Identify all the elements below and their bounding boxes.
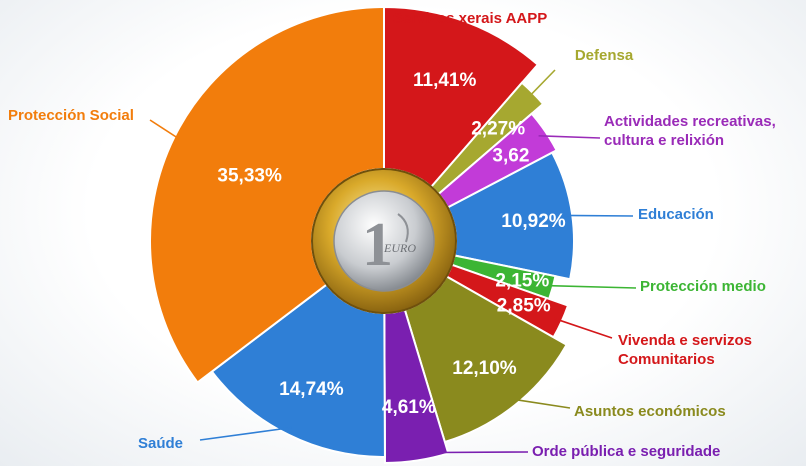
category-label: Educación [638,206,714,223]
svg-text:1: 1 [362,211,393,279]
category-label: Defensa [575,47,634,64]
category-label: Servizos xerais AAPP [393,10,548,27]
leader-line [149,119,183,142]
leader-line [415,451,529,454]
slice-value-label: 12,10% [452,358,517,379]
slice-value-label: 3,62 [492,146,529,167]
category-label: Asuntos económicos [574,403,726,420]
slice-value-label: 2,15% [495,270,549,291]
leader-line [199,426,293,441]
category-label: Orde pública e seguridade [532,443,720,460]
slice-value-label: 14,74% [279,379,344,400]
svg-text:EURO: EURO [383,241,416,255]
category-label: Actividades recreativas, cultura e relixi… [604,113,776,149]
leader-line [526,69,556,100]
slice-value-label: 2,85% [497,296,551,317]
slice-value-label: 11,41% [413,70,476,91]
category-label: Protección Social [8,107,134,124]
slice-value-label: 2,27% [471,118,525,139]
leader-line [544,284,637,289]
category-label: Vivenda e servizos Comunitarios [618,332,752,368]
one-euro-coin-icon: 1 EURO [311,168,457,314]
leader-line [553,317,613,339]
leader-line [538,134,601,139]
leader-line [564,214,634,217]
slice-value-label: 4,61% [382,397,436,418]
slice-value-label: 10,92% [501,211,566,232]
category-label: Saúde [138,435,183,452]
slice-value-label: 35,33% [217,165,282,186]
leader-line [509,398,571,409]
category-label: Protección medio [640,278,766,295]
